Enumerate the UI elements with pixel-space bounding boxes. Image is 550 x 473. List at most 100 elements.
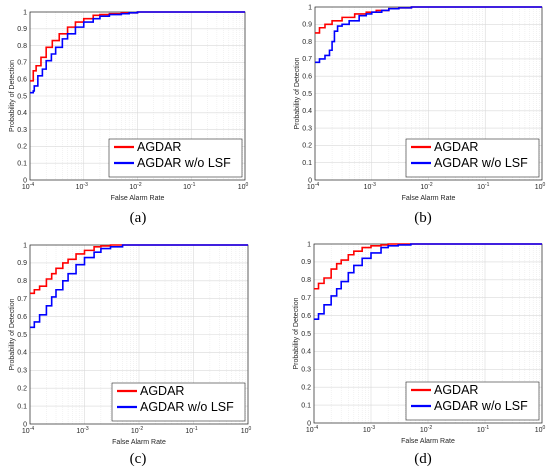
y-tick-label: 0.5 bbox=[301, 331, 311, 338]
y-tick-label: 0.2 bbox=[302, 143, 312, 150]
y-tick-label: 0.3 bbox=[301, 367, 311, 374]
y-tick-label: 0.4 bbox=[301, 349, 311, 356]
legend-box bbox=[108, 138, 243, 178]
y-axis-title: Probability of Detection bbox=[293, 297, 300, 369]
legend-entry: AGDAR w/o LSF bbox=[140, 400, 234, 414]
series-line-agdar bbox=[314, 243, 542, 290]
series-line-agdar-wo-lsf bbox=[30, 244, 248, 329]
y-tick-label: 0.7 bbox=[17, 60, 27, 67]
y-tick-label: 0.9 bbox=[17, 260, 27, 267]
y-tick-label: 0.2 bbox=[17, 386, 27, 393]
y-axis-title: Probability of Detection bbox=[294, 57, 301, 129]
x-tick-label: 10-4 bbox=[22, 426, 34, 435]
legend-entry: AGDAR w/o LSF bbox=[434, 399, 528, 413]
x-tick-label: 100 bbox=[535, 182, 546, 191]
y-tick-label: 0.3 bbox=[17, 127, 27, 134]
y-tick-label: 0.2 bbox=[17, 144, 27, 151]
y-tick-label: 0.9 bbox=[17, 26, 27, 33]
x-tick-label: 10-3 bbox=[76, 426, 88, 435]
x-axis-title: False Alarm Rate bbox=[401, 438, 455, 445]
y-tick-label: 1 bbox=[23, 9, 27, 16]
y-tick-label: 1 bbox=[308, 4, 312, 11]
legend-entry: AGDAR bbox=[140, 384, 184, 398]
x-tick-label: 10-1 bbox=[185, 426, 197, 435]
y-tick-label: 0.8 bbox=[302, 39, 312, 46]
legend: AGDAR AGDAR w/o LSF bbox=[111, 382, 246, 422]
y-tick-label: 0.9 bbox=[301, 259, 311, 266]
chart-panel-1: 10-4 10-3 10-2 10-1 100 0 0.1 0.2 0.3 0.4 0.5 0.6 0.… bbox=[9, 9, 249, 226]
y-tick-label: 0.1 bbox=[302, 160, 312, 167]
chart-panel-2: 10-4 10-3 10-2 10-1 100 0 0.1 0.2 0.3 0.4 0.5 0.6 0.… bbox=[294, 4, 546, 226]
x-tick-label: 10-2 bbox=[420, 182, 432, 191]
y-tick-label: 0.6 bbox=[17, 314, 27, 321]
y-tick-label: 0.4 bbox=[17, 110, 27, 117]
x-tick-label: 10-2 bbox=[420, 425, 432, 434]
legend-box bbox=[111, 382, 246, 422]
x-tick-label: 10-2 bbox=[131, 426, 143, 435]
y-tick-label: 0 bbox=[23, 177, 27, 184]
y-tick-label: 0.7 bbox=[301, 295, 311, 302]
y-tick-label: 0.8 bbox=[301, 277, 311, 284]
x-tick-label: 100 bbox=[535, 425, 546, 434]
y-tick-label: 0.4 bbox=[17, 350, 27, 357]
series-line-agdar bbox=[30, 11, 245, 82]
panel-caption: (c) bbox=[130, 451, 147, 467]
y-tick-label: 0 bbox=[23, 421, 27, 428]
panel-caption: (b) bbox=[414, 210, 432, 226]
y-tick-label: 0.3 bbox=[17, 368, 27, 375]
legend-box bbox=[405, 138, 540, 178]
x-tick-label: 10-4 bbox=[306, 425, 318, 434]
series-line-agdar-wo-lsf bbox=[30, 11, 245, 94]
legend: AGDAR AGDAR w/o LSF bbox=[405, 381, 540, 421]
y-tick-label: 0.8 bbox=[17, 43, 27, 50]
y-tick-label: 0.5 bbox=[302, 91, 312, 98]
legend-box bbox=[405, 381, 540, 421]
x-axis-title: False Alarm Rate bbox=[112, 439, 166, 446]
y-tick-label: 0 bbox=[307, 420, 311, 427]
x-tick-label: 10-2 bbox=[129, 182, 141, 191]
x-tick-label: 100 bbox=[238, 182, 249, 191]
x-tick-label: 10-3 bbox=[363, 425, 375, 434]
y-axis-title: Probability of Detection bbox=[9, 60, 16, 132]
y-tick-label: 0.6 bbox=[302, 74, 312, 81]
series-line-agdar bbox=[30, 244, 248, 295]
y-tick-label: 0.9 bbox=[302, 22, 312, 29]
y-tick-label: 0.6 bbox=[17, 77, 27, 84]
y-tick-label: 1 bbox=[23, 242, 27, 249]
series-line-agdar-wo-lsf bbox=[314, 243, 542, 320]
y-tick-label: 0.3 bbox=[302, 125, 312, 132]
legend-entry: AGDAR bbox=[434, 140, 478, 154]
legend-entry: AGDAR w/o LSF bbox=[434, 156, 528, 170]
y-tick-label: 0.5 bbox=[17, 93, 27, 100]
y-tick-label: 0.7 bbox=[17, 296, 27, 303]
x-tick-label: 100 bbox=[241, 426, 252, 435]
legend: AGDAR AGDAR w/o LSF bbox=[405, 138, 540, 178]
legend: AGDAR AGDAR w/o LSF bbox=[108, 138, 243, 178]
y-axis-title: Probability of Detection bbox=[9, 298, 16, 370]
legend-entry: AGDAR bbox=[434, 383, 478, 397]
chart-panel-3: 10-4 10-3 10-2 10-1 100 0 0.1 0.2 0.3 0.4 0.5 0.6 0.… bbox=[9, 242, 252, 467]
y-tick-label: 0.5 bbox=[17, 332, 27, 339]
y-tick-label: 0.4 bbox=[302, 108, 312, 115]
x-tick-label: 10-1 bbox=[183, 182, 195, 191]
x-tick-label: 10-4 bbox=[22, 182, 34, 191]
y-tick-label: 0.1 bbox=[17, 161, 27, 168]
x-axis-title: False Alarm Rate bbox=[111, 195, 165, 202]
y-tick-label: 0.7 bbox=[302, 56, 312, 63]
y-tick-label: 0.6 bbox=[301, 313, 311, 320]
x-tick-label: 10-4 bbox=[307, 182, 319, 191]
x-tick-label: 10-1 bbox=[477, 425, 489, 434]
y-tick-label: 0 bbox=[308, 177, 312, 184]
panel-caption: (a) bbox=[130, 210, 147, 226]
y-tick-label: 0.8 bbox=[17, 278, 27, 285]
y-tick-label: 1 bbox=[307, 241, 311, 248]
panel-caption: (d) bbox=[414, 451, 432, 467]
y-tick-label: 0.1 bbox=[17, 403, 27, 410]
y-tick-label: 0.1 bbox=[301, 402, 311, 409]
x-tick-label: 10-3 bbox=[364, 182, 376, 191]
legend-entry: AGDAR w/o LSF bbox=[137, 156, 231, 170]
y-tick-label: 0.2 bbox=[301, 385, 311, 392]
chart-panel-4: 10-4 10-3 10-2 10-1 100 0 0.1 0.2 0.3 0.4 0.5 0.6 0.… bbox=[293, 241, 546, 467]
series-line-agdar-wo-lsf bbox=[315, 6, 542, 64]
